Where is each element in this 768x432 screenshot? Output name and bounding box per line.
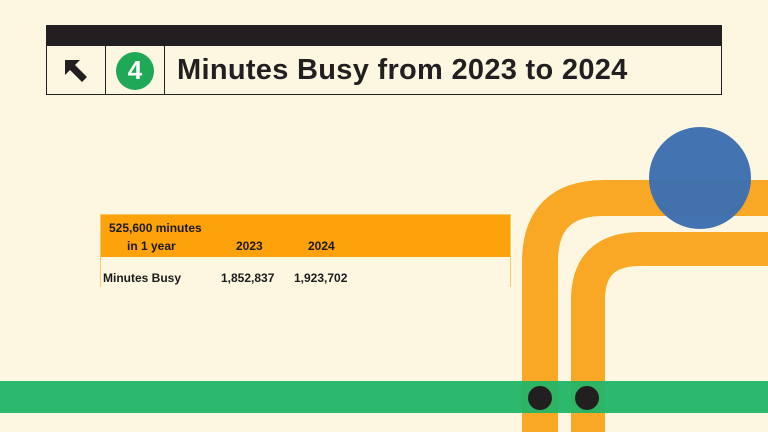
cell-value: 1,923,702 <box>294 271 348 285</box>
data-table: 525,600 minutes in 1 year 2023 2024 Minu… <box>100 214 511 287</box>
orange-track-outer <box>522 180 768 432</box>
route-sign-header: 4 Minutes Busy from 2023 to 2024 <box>46 25 722 95</box>
orange-track-inner <box>571 232 768 432</box>
blue-station-circle <box>649 127 751 229</box>
cell-value: 1,852,837 <box>221 271 275 285</box>
station-dot <box>528 386 552 410</box>
page-title: Minutes Busy from 2023 to 2024 <box>177 54 628 86</box>
table-row: Minutes Busy 1,852,837 1,923,702 <box>101 257 510 287</box>
station-dot <box>575 386 599 410</box>
step-cell: 4 <box>106 46 165 95</box>
row-label: Minutes Busy <box>103 271 182 285</box>
arrow-up-left-icon <box>65 59 87 82</box>
corner-label-line2: in 1 year <box>127 239 176 253</box>
table-header-row: 525,600 minutes in 1 year 2023 2024 <box>101 215 510 257</box>
step-number-badge: 4 <box>116 51 154 90</box>
arrow-cell <box>47 46 106 95</box>
green-line-band <box>0 381 768 413</box>
corner-label-line1: 525,600 minutes <box>109 221 202 235</box>
column-header: 2024 <box>308 239 335 253</box>
column-header: 2023 <box>236 239 263 253</box>
sign-top-bar <box>47 26 721 46</box>
